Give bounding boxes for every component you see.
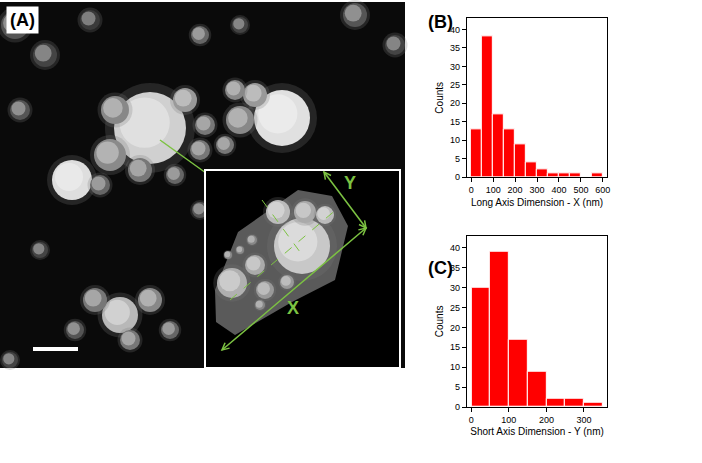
svg-text:30: 30 xyxy=(450,283,460,293)
svg-text:Short Axis Dimension - Y (nm): Short Axis Dimension - Y (nm) xyxy=(470,426,604,437)
svg-text:Counts: Counts xyxy=(434,82,445,114)
svg-text:300: 300 xyxy=(530,185,545,195)
svg-text:X: X xyxy=(287,298,299,318)
svg-text:200: 200 xyxy=(539,415,554,425)
svg-text:600: 600 xyxy=(595,185,610,195)
svg-text:40: 40 xyxy=(450,25,460,35)
svg-text:25: 25 xyxy=(450,80,460,90)
svg-text:0: 0 xyxy=(469,415,474,425)
svg-text:200: 200 xyxy=(508,185,523,195)
svg-text:500: 500 xyxy=(573,185,588,195)
svg-text:Long Axis Dimension - X (nm): Long Axis Dimension - X (nm) xyxy=(471,197,603,208)
svg-text:40: 40 xyxy=(450,243,460,253)
svg-text:400: 400 xyxy=(551,185,566,195)
svg-text:100: 100 xyxy=(486,185,501,195)
svg-text:0: 0 xyxy=(455,402,460,412)
svg-text:5: 5 xyxy=(455,154,460,164)
svg-text:100: 100 xyxy=(501,415,516,425)
svg-text:(A): (A) xyxy=(10,10,35,30)
svg-text:25: 25 xyxy=(450,303,460,313)
svg-text:0: 0 xyxy=(455,172,460,182)
svg-text:15: 15 xyxy=(450,342,460,352)
svg-text:35: 35 xyxy=(450,43,460,53)
svg-text:30: 30 xyxy=(450,62,460,72)
svg-text:(B): (B) xyxy=(428,12,453,32)
svg-text:Y: Y xyxy=(344,173,356,193)
svg-text:Counts: Counts xyxy=(434,306,445,338)
svg-text:10: 10 xyxy=(450,135,460,145)
svg-text:10: 10 xyxy=(450,362,460,372)
svg-text:5: 5 xyxy=(455,382,460,392)
svg-text:0: 0 xyxy=(469,185,474,195)
svg-text:20: 20 xyxy=(450,98,460,108)
svg-text:300: 300 xyxy=(576,415,591,425)
svg-text:(C): (C) xyxy=(428,258,453,278)
svg-text:20: 20 xyxy=(450,323,460,333)
svg-text:35: 35 xyxy=(450,263,460,273)
svg-text:15: 15 xyxy=(450,117,460,127)
